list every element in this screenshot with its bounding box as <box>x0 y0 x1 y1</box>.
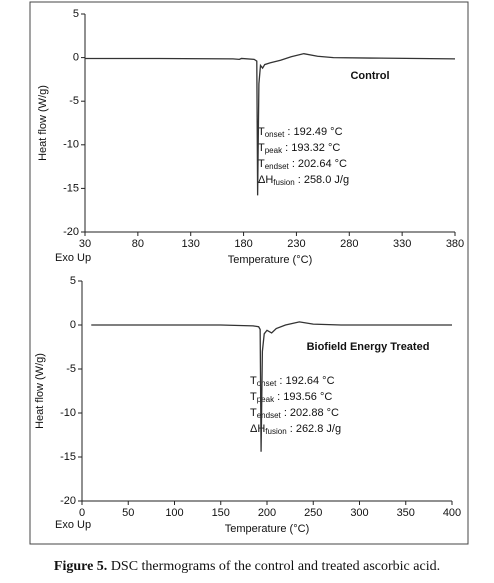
chart-title: Control <box>350 70 389 82</box>
x-tick-label: 50 <box>122 507 134 519</box>
annotation-symbol: T <box>250 407 257 419</box>
annotation-subscript: fusion <box>265 427 286 436</box>
y-axis-label: Heat flow (W/g) <box>34 353 46 429</box>
annotation-symbol: T <box>250 375 257 387</box>
annotation-text: : 258.0 J/g <box>295 174 349 186</box>
y-tick-label: -15 <box>63 182 79 194</box>
data-line <box>85 53 456 196</box>
x-tick-label: 80 <box>132 238 144 250</box>
caption: Figure 5. DSC thermograms of the control… <box>54 559 440 574</box>
data-line <box>91 321 452 452</box>
x-tick-label: 330 <box>393 238 411 250</box>
x-tick-label: 0 <box>79 507 85 519</box>
x-axis-label: Temperature (°C) <box>225 523 309 535</box>
y-tick-label: -10 <box>60 407 76 419</box>
annotation-text: : 193.32 °C <box>282 142 340 154</box>
annotation: ΔHfusion : 262.8 J/g <box>250 423 341 436</box>
figure-frame <box>29 1 469 545</box>
x-tick-label: 250 <box>304 507 322 519</box>
annotation-text: : 262.8 J/g <box>287 423 341 435</box>
y-tick-label: 5 <box>73 8 79 20</box>
annotation-text: : 202.88 °C <box>281 407 339 419</box>
annotation-subscript: fusion <box>273 178 294 187</box>
x-tick-label: 300 <box>350 507 368 519</box>
x-tick-label: 380 <box>446 238 464 250</box>
annotation-subscript: endset <box>257 411 282 420</box>
annotation: Tendset : 202.88 °C <box>250 407 339 420</box>
annotation-subscript: peak <box>257 395 275 404</box>
annotation-subscript: onset <box>257 379 277 388</box>
annotation: Tonset : 192.49 °C <box>258 126 343 139</box>
x-tick-label: 200 <box>258 507 276 519</box>
exo-label: Exo Up <box>55 252 91 264</box>
annotation-symbol: T <box>258 158 265 170</box>
annotation-text: : 202.64 °C <box>289 158 347 170</box>
x-tick-label: 30 <box>79 238 91 250</box>
annotation: Tendset : 202.64 °C <box>258 158 347 171</box>
caption-label: Figure 5. <box>54 559 107 574</box>
x-tick-label: 150 <box>212 507 230 519</box>
x-tick-label: 130 <box>182 238 200 250</box>
annotation-subscript: peak <box>265 146 283 155</box>
x-axis-label: Temperature (°C) <box>228 254 312 266</box>
annotation: Tpeak : 193.56 °C <box>250 391 332 404</box>
annotation-symbol: T <box>258 142 265 154</box>
annotation-text: : 192.49 °C <box>284 126 342 138</box>
annotation: ΔHfusion : 258.0 J/g <box>258 174 349 187</box>
annotation: Tpeak : 193.32 °C <box>258 142 340 155</box>
y-tick-label: 5 <box>70 275 76 287</box>
annotation-subscript: endset <box>265 162 290 171</box>
y-tick-label: -20 <box>63 226 79 238</box>
annotation-symbol: ΔH <box>258 174 273 186</box>
caption-text: DSC thermograms of the control and treat… <box>111 559 440 574</box>
annotation-text: : 192.64 °C <box>276 375 334 387</box>
chart-title: Biofield Energy Treated <box>307 341 430 353</box>
y-tick-label: -15 <box>60 451 76 463</box>
y-tick-label: 0 <box>70 319 76 331</box>
y-tick-label: -5 <box>69 95 79 107</box>
annotation-symbol: T <box>258 126 265 138</box>
x-tick-label: 350 <box>397 507 415 519</box>
y-tick-label: 0 <box>73 52 79 64</box>
annotation-symbol: ΔH <box>250 423 265 435</box>
y-tick-label: -20 <box>60 495 76 507</box>
annotation-text: : 193.56 °C <box>274 391 332 403</box>
x-tick-label: 230 <box>287 238 305 250</box>
x-tick-label: 180 <box>234 238 252 250</box>
x-tick-label: 100 <box>165 507 183 519</box>
exo-label: Exo Up <box>55 519 91 531</box>
x-tick-label: 400 <box>443 507 461 519</box>
y-axis-label: Heat flow (W/g) <box>37 85 49 161</box>
x-tick-label: 280 <box>340 238 358 250</box>
y-tick-label: -10 <box>63 139 79 151</box>
y-tick-label: -5 <box>66 363 76 375</box>
annotation-subscript: onset <box>265 130 285 139</box>
annotation-symbol: T <box>250 391 257 403</box>
annotation: Tonset : 192.64 °C <box>250 375 335 388</box>
